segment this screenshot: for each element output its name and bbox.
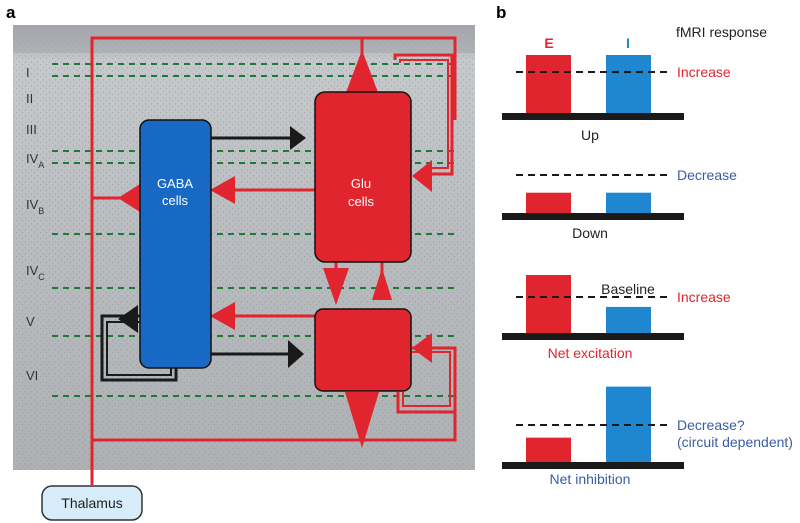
i-bar [606,55,651,113]
arrowhead [345,50,379,95]
panel-a-label: a [6,3,16,22]
layer-label-IVB: IVB [26,197,44,216]
baseline-bar [502,213,684,220]
response-label: Decrease [677,167,737,183]
layer-label-VI: VI [26,368,38,383]
scenario-3: Baseline Increase Net excitation [502,275,731,361]
response-label: Increase [677,289,731,305]
thalamus-box: Thalamus [41,485,143,521]
baseline-bar [502,333,684,340]
scenario-4: Decrease?(circuit dependent) Net inhibiti… [502,386,793,487]
inhibitory-wiring [100,136,290,382]
response-label: Increase [677,64,731,80]
arrowhead [372,268,392,300]
i-bar [606,192,651,213]
arrowhead [210,176,235,204]
scenario-2: Decrease Down [502,167,737,241]
arrowhead [210,302,235,330]
arrowhead [290,126,306,150]
gaba-label-2: cells [162,193,189,208]
fmri-title: fMRI response [676,24,767,40]
arrowhead [118,305,138,333]
header-i: I [626,35,630,51]
layer-label-I: I [26,65,30,80]
glu-label-2: cells [348,194,375,209]
response-label-2: (circuit dependent) [677,434,793,450]
e-bar [526,192,571,213]
scenario-caption: Net excitation [548,345,633,361]
arrowhead [288,340,304,368]
scenario-caption: Up [581,127,599,143]
layer-label-V: V [26,314,35,329]
thalamus-label: Thalamus [61,495,122,511]
layer-labels: I II III IVA IVB IVC V VI [26,65,45,383]
panel-b-label: b [496,3,506,22]
e-bar [526,55,571,113]
layer-label-III: III [26,122,37,137]
layer-label-IVC: IVC [26,263,45,282]
arrowhead [345,392,379,448]
arrowhead [412,333,432,363]
glu-cells-lower-box [314,308,412,392]
layer-label-II: II [26,91,33,106]
inhibitory-arrowheads [118,126,306,368]
scenario-1: Increase Up [502,55,731,143]
arrowhead [118,184,140,212]
excitatory-arrowheads [118,50,432,448]
response-label: Decrease? [677,417,745,433]
baseline-bar [502,462,684,469]
header-e: E [544,35,553,51]
baseline-bar [502,113,684,120]
scenario-caption: Net inhibition [550,471,631,487]
glu-cells-upper-box: Glu cells [314,91,412,263]
glu-label-1: Glu [351,176,371,191]
e-bar [526,437,571,462]
gaba-label-1: GABA [157,176,193,191]
scenario-caption: Down [572,225,608,241]
i-bar [606,306,651,333]
e-bar [526,275,571,333]
arrowhead [412,160,432,192]
arrowhead [323,268,349,305]
scenarios: Increase Up Decrease Down Baseline Increase Ne… [502,55,793,487]
gaba-cells-box: GABA cells [139,119,212,369]
baseline-label: Baseline [601,281,655,297]
layer-label-IVA: IVA [26,151,44,170]
